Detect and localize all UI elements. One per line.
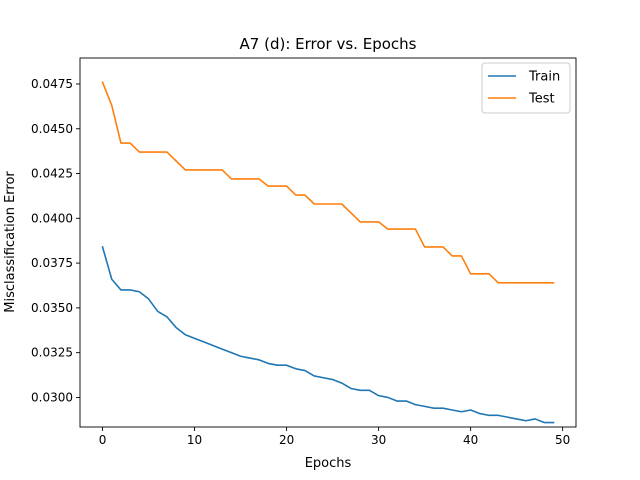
- y-tick-label: 0.0475: [31, 77, 73, 91]
- y-tick-label: 0.0350: [31, 301, 73, 315]
- series-line-test: [101, 81, 555, 284]
- y-tick-label: 0.0300: [31, 390, 73, 404]
- y-axis-label: Misclassification Error: [3, 171, 18, 313]
- legend: Train Test: [481, 62, 571, 114]
- x-axis-label: Epochs: [305, 456, 352, 471]
- legend-label-test: Test: [528, 92, 555, 107]
- x-tick-label: 40: [463, 433, 478, 447]
- plot-frame: [79, 57, 577, 428]
- x-tick-label: 20: [279, 433, 294, 447]
- x-tick-label: 30: [371, 433, 386, 447]
- x-tick-label: 0: [99, 433, 107, 447]
- y-tick-label: 0.0375: [31, 256, 73, 270]
- chart-title: A7 (d): Error vs. Epochs: [240, 35, 417, 53]
- y-tick-label: 0.0325: [31, 346, 73, 360]
- y-tick-label: 0.0450: [31, 122, 73, 136]
- legend-label-train: Train: [528, 70, 560, 85]
- x-tick-label: 10: [187, 433, 202, 447]
- series-line-train: [101, 245, 555, 424]
- y-tick-label: 0.0400: [31, 211, 73, 225]
- y-tick-label: 0.0425: [31, 167, 73, 181]
- x-tick-label: 50: [555, 433, 570, 447]
